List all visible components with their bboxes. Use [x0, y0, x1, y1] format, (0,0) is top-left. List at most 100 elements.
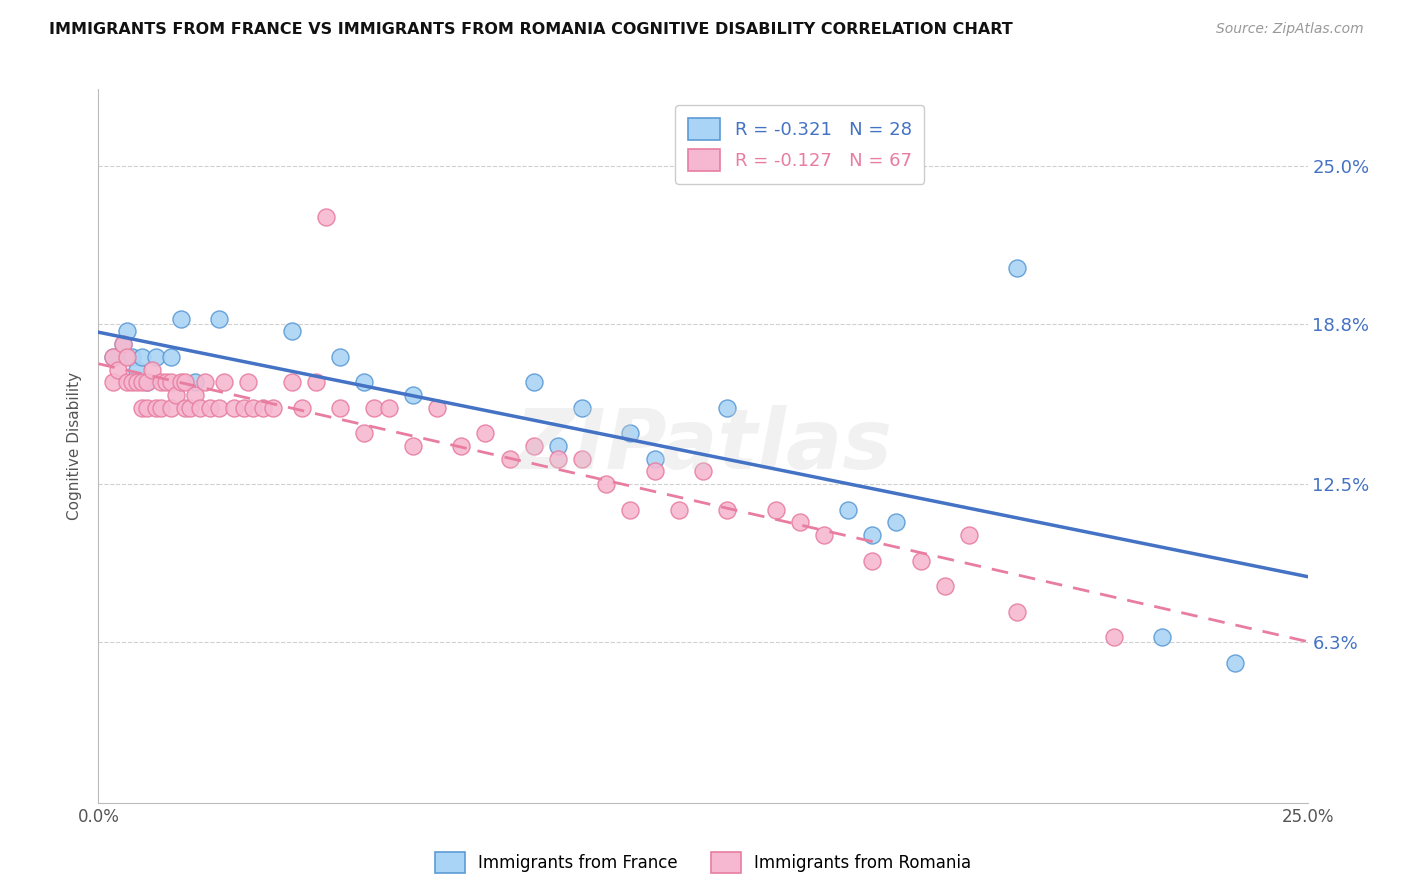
Point: [165, 388, 187, 402]
Point: [402, 439, 425, 453]
Point: [1102, 630, 1125, 644]
Point: [101, 350, 124, 364]
Point: [644, 451, 666, 466]
Point: [860, 528, 883, 542]
Point: [692, 465, 714, 479]
Point: [353, 426, 375, 441]
Point: [145, 401, 167, 415]
Point: [252, 401, 274, 415]
Point: [127, 362, 149, 376]
Point: [290, 401, 312, 415]
Point: [315, 210, 337, 224]
Point: [571, 401, 593, 415]
Text: IMMIGRANTS FROM FRANCE VS IMMIGRANTS FROM ROMANIA COGNITIVE DISABILITY CORRELATI: IMMIGRANTS FROM FRANCE VS IMMIGRANTS FRO…: [49, 22, 1012, 37]
Point: [160, 401, 183, 415]
Point: [886, 516, 908, 530]
Point: [135, 401, 157, 415]
Point: [498, 451, 520, 466]
Point: [523, 439, 546, 453]
Point: [111, 337, 134, 351]
Point: [281, 324, 304, 338]
Point: [329, 401, 352, 415]
Point: [595, 477, 617, 491]
Point: [117, 350, 139, 364]
Point: [232, 401, 254, 415]
Point: [934, 579, 956, 593]
Point: [179, 401, 201, 415]
Point: [450, 439, 472, 453]
Point: [619, 426, 641, 441]
Point: [222, 401, 245, 415]
Point: [194, 376, 217, 390]
Point: [198, 401, 221, 415]
Point: [910, 554, 932, 568]
Point: [523, 376, 546, 390]
Point: [141, 362, 163, 376]
Point: [131, 401, 153, 415]
Point: [1223, 656, 1246, 670]
Point: [174, 401, 197, 415]
Point: [150, 401, 173, 415]
Point: [837, 502, 859, 516]
Point: [860, 554, 883, 568]
Point: [765, 502, 787, 516]
Point: [117, 376, 139, 390]
Point: [363, 401, 385, 415]
Point: [101, 350, 124, 364]
Point: [184, 376, 207, 390]
Point: [1007, 605, 1029, 619]
Point: [571, 451, 593, 466]
Point: [305, 376, 328, 390]
Point: [160, 376, 183, 390]
Text: ZIPatlas: ZIPatlas: [515, 406, 891, 486]
Point: [121, 350, 143, 364]
Point: [377, 401, 399, 415]
Point: [155, 376, 177, 390]
Point: [262, 401, 284, 415]
Point: [208, 401, 231, 415]
Point: [169, 376, 191, 390]
Point: [160, 350, 183, 364]
Point: [111, 337, 134, 351]
Point: [188, 401, 211, 415]
Legend: Immigrants from France, Immigrants from Romania: Immigrants from France, Immigrants from …: [427, 846, 979, 880]
Point: [716, 502, 738, 516]
Point: [127, 376, 149, 390]
Point: [1007, 260, 1029, 275]
Point: [957, 528, 980, 542]
Point: [131, 376, 153, 390]
Point: [135, 376, 157, 390]
Point: [402, 388, 425, 402]
Point: [184, 388, 207, 402]
Point: [169, 311, 191, 326]
Point: [426, 401, 449, 415]
Point: [668, 502, 690, 516]
Text: Source: ZipAtlas.com: Source: ZipAtlas.com: [1216, 22, 1364, 37]
Point: [547, 439, 569, 453]
Point: [619, 502, 641, 516]
Point: [208, 311, 231, 326]
Point: [131, 350, 153, 364]
Y-axis label: Cognitive Disability: Cognitive Disability: [67, 372, 83, 520]
Point: [107, 362, 129, 376]
Point: [644, 465, 666, 479]
Point: [238, 376, 260, 390]
Point: [145, 350, 167, 364]
Point: [117, 324, 139, 338]
Point: [121, 376, 143, 390]
Point: [474, 426, 496, 441]
Point: [813, 528, 835, 542]
Point: [353, 376, 375, 390]
Point: [789, 516, 811, 530]
Point: [716, 401, 738, 415]
Point: [329, 350, 352, 364]
Legend: R = -0.321   N = 28, R = -0.127   N = 67: R = -0.321 N = 28, R = -0.127 N = 67: [675, 105, 924, 184]
Point: [150, 376, 173, 390]
Point: [101, 376, 124, 390]
Point: [281, 376, 304, 390]
Point: [174, 376, 197, 390]
Point: [1152, 630, 1174, 644]
Point: [242, 401, 264, 415]
Point: [212, 376, 235, 390]
Point: [135, 376, 157, 390]
